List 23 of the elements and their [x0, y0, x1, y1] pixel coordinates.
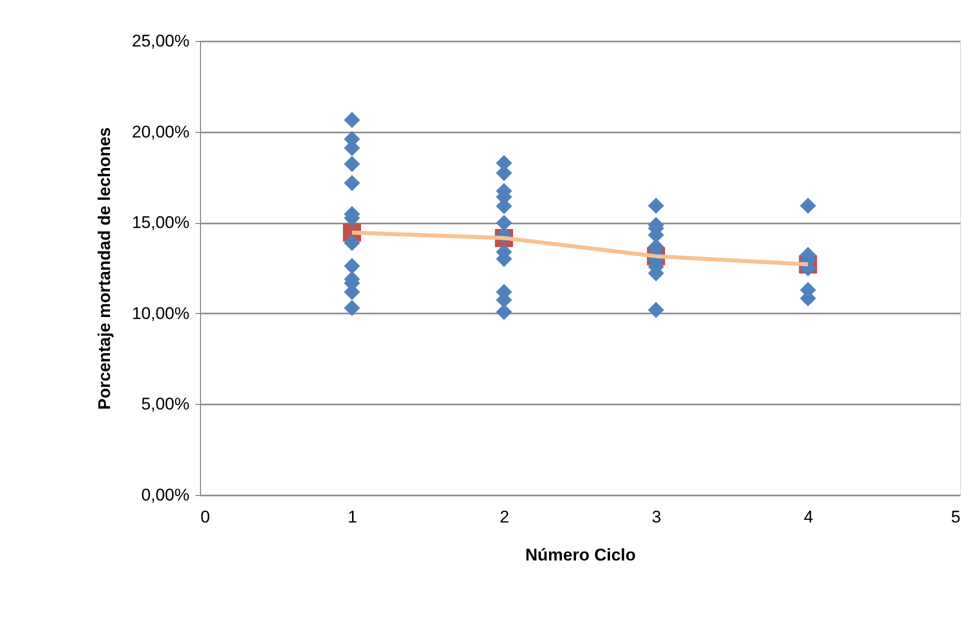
- y-tick-label: 5,00%: [141, 394, 190, 414]
- point: [344, 258, 360, 274]
- point: [344, 300, 360, 316]
- point: [344, 174, 360, 192]
- x-tick-label: 1: [348, 508, 358, 526]
- x-axis-title: Número Ciclo: [525, 546, 636, 564]
- y-tick-label: 10,00%: [132, 304, 190, 323]
- y-tick-label: 25,00%: [132, 32, 190, 50]
- y-tick-label: 15,00%: [132, 213, 190, 232]
- x-tick-label: 4: [804, 508, 814, 526]
- point: [800, 198, 816, 214]
- y-axis-title: Porcentaje mortandad de lechones: [94, 127, 114, 410]
- y-tick-label: 0,00%: [141, 486, 190, 504]
- point: [648, 198, 664, 214]
- x-tick-label: 0: [200, 508, 210, 526]
- y-tick-label: 20,00%: [132, 122, 190, 142]
- point: [648, 302, 664, 318]
- x-tick-label: 5: [951, 508, 960, 526]
- point: [344, 234, 360, 251]
- point: [344, 156, 360, 172]
- x-tick-label: 3: [652, 508, 662, 526]
- x-tick-label: 2: [500, 508, 510, 526]
- point: [344, 112, 360, 128]
